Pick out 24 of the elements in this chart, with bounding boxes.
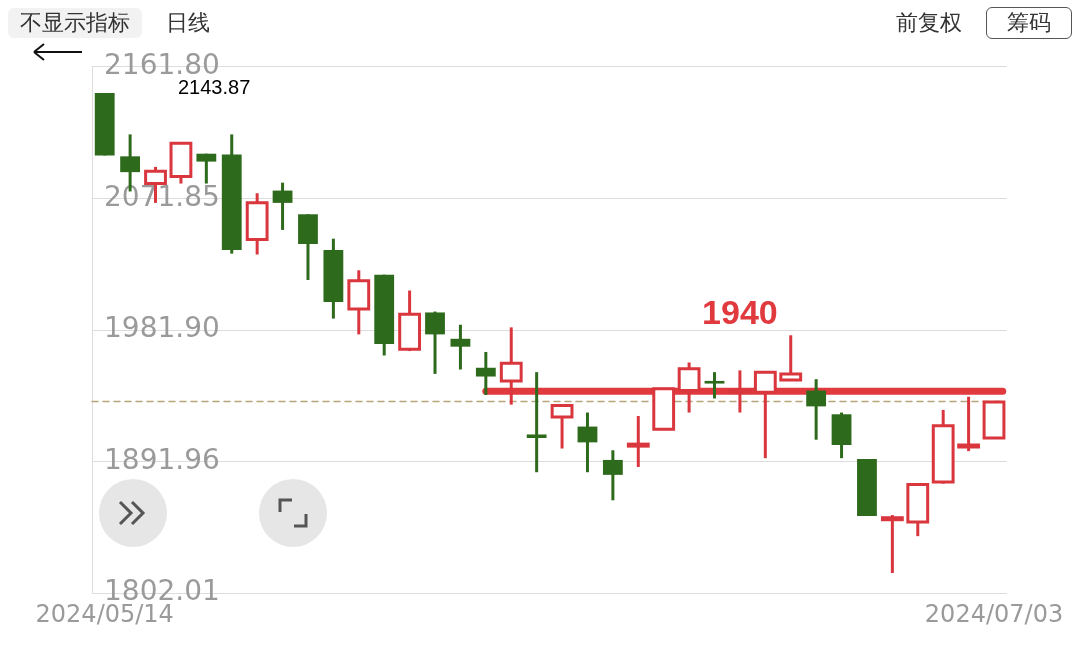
candlestick: [806, 379, 827, 440]
candlestick: [526, 372, 547, 474]
annotation: 2143.87: [178, 76, 251, 99]
candlestick: [272, 182, 293, 230]
text: 前复权: [896, 9, 962, 37]
candlestick: [957, 396, 980, 453]
candlestick: [577, 412, 598, 474]
candlestick: [196, 153, 217, 184]
candlestick: [602, 450, 623, 501]
candlestick: [880, 515, 904, 574]
candlestick: [626, 416, 650, 467]
ref-line-label: 1940: [702, 292, 778, 331]
chart-title: 日线: [166, 9, 210, 37]
y-tick-label: 1891.96: [104, 442, 220, 476]
text: 筹码: [986, 7, 1072, 39]
y-tick-label: 1981.90: [104, 311, 220, 345]
text: 不显示指标: [8, 8, 142, 38]
candlestick: [550, 404, 574, 449]
candlestick: [779, 335, 803, 382]
x-tick-label: 2024/07/03: [924, 599, 1064, 628]
candlestick: [475, 350, 496, 395]
candlestick: [450, 324, 471, 370]
candlestick: [425, 311, 445, 374]
candlestick: [704, 372, 725, 399]
